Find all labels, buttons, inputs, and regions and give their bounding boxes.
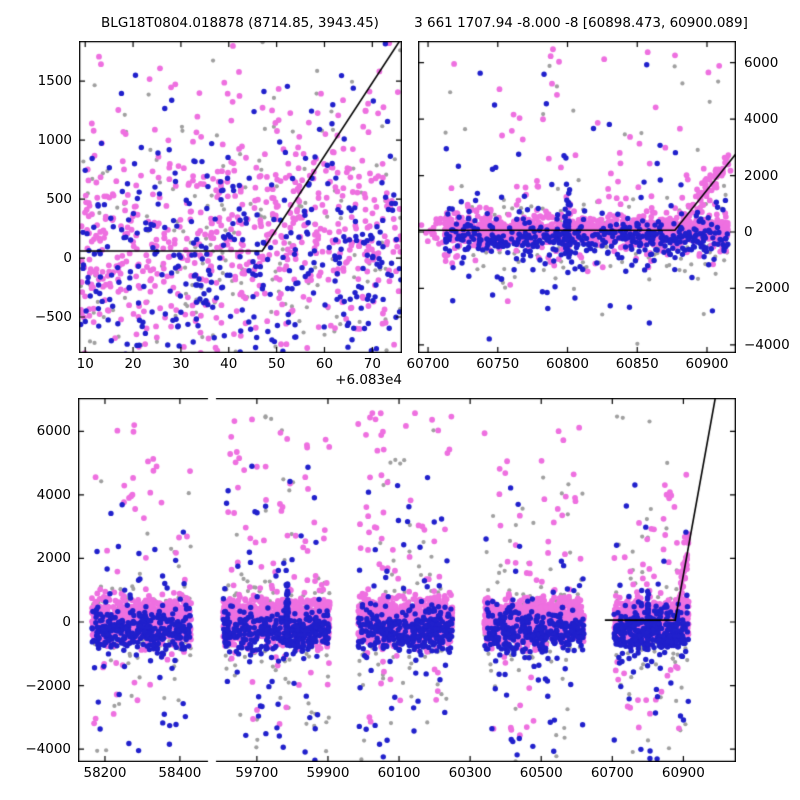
x-tick-label: 60800 — [546, 356, 589, 372]
plot-title-left: BLG18T0804.018878 (8714.85, 3943.45) — [101, 15, 379, 31]
x-tick-label: 60900 — [661, 765, 705, 781]
plot-canvas-top-left — [79, 41, 402, 353]
x-tick-label: 60500 — [519, 765, 563, 781]
x-tick-label: 60 — [315, 356, 334, 372]
y-tick-label: 500 — [46, 191, 72, 208]
x-tick-label: 60700 — [590, 765, 634, 781]
y-tick-label: −4000 — [744, 336, 790, 353]
y-tick-label: 1000 — [37, 132, 72, 149]
plot-title-right: 3 661 1707.94 -8.000 -8 [60898.473, 6090… — [414, 15, 748, 31]
x-tick-label: 70 — [363, 356, 381, 372]
y-tick-label: 4000 — [744, 111, 779, 128]
x-tick-label: 50 — [268, 356, 286, 372]
x-tick-label: 58400 — [158, 765, 202, 781]
x-tick-label: 60700 — [406, 356, 450, 372]
x-tick-label: 60100 — [377, 765, 421, 781]
x-tick-label: 40 — [220, 356, 238, 372]
y-tick-label: −2000 — [744, 280, 790, 297]
y-tick-label: 2000 — [36, 550, 71, 567]
y-tick-label: 4000 — [36, 486, 71, 503]
x-tick-label: 10 — [76, 356, 94, 372]
x-tick-label: 20 — [124, 356, 142, 372]
plot-canvas-bottom — [78, 398, 736, 762]
x-tick-label: 60300 — [448, 765, 492, 781]
y-tick-label: −4000 — [25, 741, 71, 758]
y-tick-label: 2000 — [744, 167, 779, 184]
y-tick-label: −500 — [34, 309, 72, 326]
x-tick-label: 30 — [172, 356, 190, 372]
x-tick-label: 58200 — [83, 765, 127, 781]
y-tick-label: 0 — [63, 250, 72, 267]
x-axis-offset-label: +6.083e4 — [335, 372, 402, 388]
y-tick-label: 6000 — [36, 423, 71, 440]
x-tick-label: 60850 — [615, 356, 659, 372]
y-tick-label: 0 — [62, 613, 71, 630]
plot-canvas-top-right — [418, 41, 736, 353]
x-tick-label: 59700 — [235, 765, 279, 781]
x-tick-label: 60750 — [476, 356, 520, 372]
y-tick-label: −2000 — [25, 677, 71, 694]
x-tick-label: 59900 — [306, 765, 350, 781]
x-tick-label: 60900 — [685, 356, 729, 372]
y-tick-label: 0 — [744, 224, 753, 240]
y-tick-label: 1500 — [37, 73, 72, 90]
y-tick-label: 6000 — [744, 54, 779, 71]
